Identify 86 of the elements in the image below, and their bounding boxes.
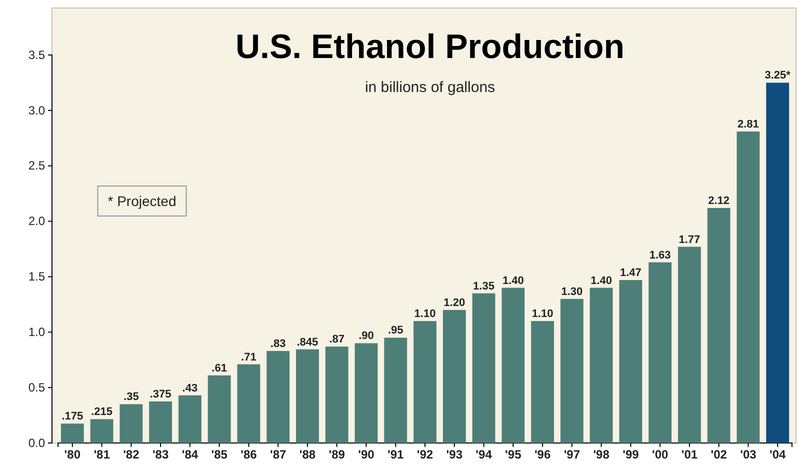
data-label: 1.10 bbox=[414, 308, 436, 320]
y-tick-label: 0.0 bbox=[28, 436, 46, 450]
x-tick-label: '87 bbox=[270, 448, 287, 462]
bar bbox=[736, 131, 760, 443]
bar bbox=[384, 338, 408, 443]
bar bbox=[325, 346, 348, 443]
bar bbox=[237, 364, 260, 443]
text: in billions of gallons bbox=[364, 79, 496, 96]
bar bbox=[90, 419, 114, 443]
annotation: * Projected bbox=[108, 193, 176, 209]
x-tick-label: '97 bbox=[564, 448, 580, 462]
data-label: .87 bbox=[329, 334, 344, 346]
x-tick-label: '89 bbox=[328, 448, 346, 462]
y-tick-label: 2.5 bbox=[28, 158, 46, 173]
x-tick-label: '94 bbox=[476, 448, 492, 462]
x-tick-label: '96 bbox=[534, 448, 551, 462]
x-tick-label: '02 bbox=[710, 448, 728, 462]
x-tick-label: '92 bbox=[416, 448, 434, 462]
x-tick-label: '99 bbox=[622, 448, 640, 462]
bar bbox=[178, 395, 202, 443]
data-label: 1.47 bbox=[620, 267, 642, 280]
x-tick-label: '95 bbox=[505, 448, 522, 462]
x-tick-label: '83 bbox=[152, 448, 169, 462]
data-label: .90 bbox=[358, 330, 374, 342]
x-tick-label: '01 bbox=[681, 448, 698, 462]
bar bbox=[414, 321, 436, 443]
bar bbox=[266, 350, 290, 443]
x-tick-label: '04 bbox=[770, 448, 786, 462]
bar bbox=[560, 298, 584, 443]
y-tick-label: 3.0 bbox=[28, 103, 46, 118]
x-tick-label: '03 bbox=[740, 448, 757, 462]
data-label: .95 bbox=[388, 324, 404, 337]
x-tick-label: '84 bbox=[182, 448, 198, 462]
data-label: 1.63 bbox=[649, 249, 671, 262]
chart-title: U.S. Ethanol Production bbox=[235, 28, 625, 66]
bar bbox=[120, 404, 143, 443]
data-label: .175 bbox=[62, 410, 84, 423]
y-tick-label: 3.5 bbox=[28, 48, 46, 62]
bar bbox=[149, 401, 172, 443]
y-tick-label: 0.5 bbox=[28, 380, 46, 394]
data-label: .71 bbox=[241, 351, 256, 364]
bar bbox=[707, 208, 730, 443]
x-tick-label: '88 bbox=[299, 448, 316, 462]
data-label: 1.40 bbox=[502, 274, 524, 287]
data-label: 2.81 bbox=[738, 118, 759, 130]
data-label: 3.25* bbox=[764, 70, 792, 82]
data-label: 1.30 bbox=[561, 286, 583, 298]
data-label: .215 bbox=[91, 406, 112, 418]
bar bbox=[531, 321, 554, 443]
data-label: 1.40 bbox=[590, 274, 612, 287]
y-tick-label: 2.0 bbox=[28, 214, 46, 228]
x-tick-label: '91 bbox=[388, 448, 404, 462]
data-label: 1.77 bbox=[678, 234, 700, 246]
bar bbox=[208, 375, 231, 443]
bar bbox=[766, 82, 790, 443]
bar bbox=[678, 246, 701, 443]
bar bbox=[60, 424, 84, 443]
data-label: 2.12 bbox=[708, 194, 730, 207]
bar bbox=[354, 343, 378, 443]
bar bbox=[442, 310, 466, 443]
bar bbox=[296, 349, 319, 443]
data-label: 1.10 bbox=[532, 308, 554, 320]
x-tick-label: '81 bbox=[94, 448, 110, 462]
x-tick-label: '86 bbox=[240, 448, 258, 462]
data-label: .845 bbox=[296, 336, 318, 348]
y-tick-label: 1.5 bbox=[28, 270, 46, 284]
bar bbox=[502, 288, 525, 443]
data-label: .61 bbox=[212, 362, 227, 374]
x-tick-label: '98 bbox=[593, 448, 610, 462]
data-label: .43 bbox=[182, 382, 198, 394]
data-label: 1.20 bbox=[444, 296, 466, 309]
y-tick-label: 1.0 bbox=[28, 324, 46, 339]
bar bbox=[590, 288, 613, 443]
x-tick-label: '80 bbox=[64, 448, 81, 462]
bar bbox=[648, 262, 672, 443]
x-tick-label: '00 bbox=[652, 448, 668, 462]
data-label: 1.35 bbox=[473, 280, 494, 292]
data-label: .83 bbox=[270, 338, 286, 350]
x-tick-label: '93 bbox=[446, 448, 463, 462]
x-tick-label: '82 bbox=[123, 448, 140, 462]
bar bbox=[472, 293, 496, 443]
x-tick-label: '85 bbox=[211, 448, 228, 462]
data-label: .375 bbox=[150, 388, 172, 400]
data-label: .35 bbox=[124, 391, 139, 404]
x-tick-label: '90 bbox=[358, 448, 375, 462]
bar bbox=[619, 280, 642, 443]
